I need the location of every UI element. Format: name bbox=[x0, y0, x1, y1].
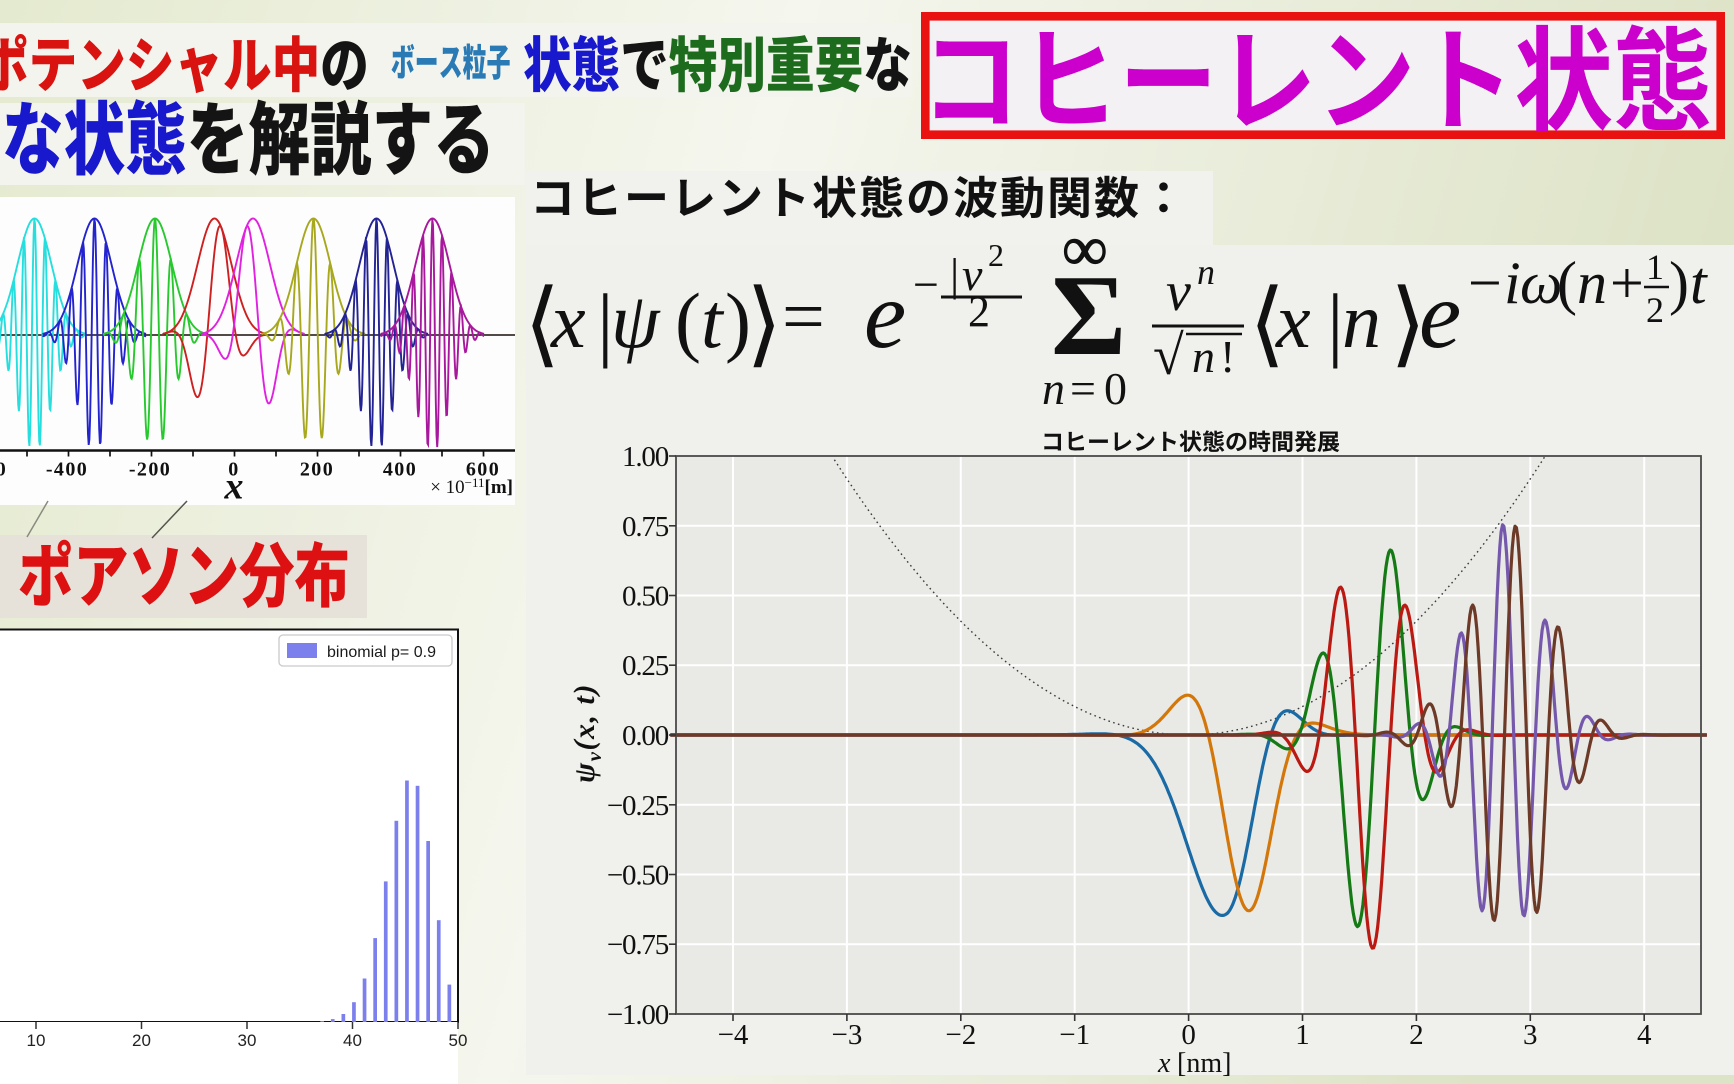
svg-text:⟨: ⟨ bbox=[524, 273, 560, 376]
svg-text:−1: −1 bbox=[1059, 1019, 1090, 1051]
svg-text:30: 30 bbox=[238, 1031, 257, 1050]
svg-text:10: 10 bbox=[27, 1031, 46, 1050]
svg-text:× 10−11[m]: × 10−11[m] bbox=[430, 475, 513, 498]
svg-text:0.00: 0.00 bbox=[622, 720, 669, 752]
svg-text:−: − bbox=[1468, 250, 1502, 316]
svg-text:√: √ bbox=[1153, 325, 1184, 387]
svg-text:−1.00: −1.00 bbox=[607, 999, 669, 1031]
svg-text:0: 0 bbox=[1181, 1019, 1196, 1051]
svg-text:n: n bbox=[1577, 250, 1607, 316]
svg-text:|: | bbox=[597, 277, 614, 369]
svg-text:t: t bbox=[701, 277, 725, 364]
svg-text:1: 1 bbox=[1646, 247, 1664, 287]
svg-text:x: x bbox=[550, 277, 586, 364]
svg-text:): ) bbox=[1669, 250, 1689, 316]
svg-text:-600: -600 bbox=[0, 459, 7, 481]
svg-text:1: 1 bbox=[1295, 1019, 1310, 1051]
svg-text:=: = bbox=[1070, 363, 1096, 414]
svg-text:1.00: 1.00 bbox=[622, 441, 669, 473]
svg-text:+: + bbox=[1610, 250, 1644, 316]
svg-text:ω: ω bbox=[1520, 250, 1562, 316]
svg-text:ψ: ψ bbox=[611, 277, 661, 364]
svg-text:x: x bbox=[1157, 1048, 1171, 1079]
svg-text:i: i bbox=[1504, 250, 1521, 316]
svg-text:|: | bbox=[1327, 277, 1344, 369]
svg-text:ψv(x, t): ψv(x, t) bbox=[568, 683, 606, 783]
svg-text:−: − bbox=[913, 259, 939, 310]
svg-text:−2: −2 bbox=[945, 1019, 976, 1051]
svg-text:2: 2 bbox=[968, 287, 990, 336]
svg-text:0.50: 0.50 bbox=[622, 581, 669, 613]
svg-text:2: 2 bbox=[988, 237, 1004, 273]
svg-text:(: ( bbox=[675, 277, 701, 364]
svg-text:−0.25: −0.25 bbox=[607, 790, 669, 822]
svg-text:50: 50 bbox=[449, 1031, 468, 1050]
svg-text:(: ( bbox=[1557, 250, 1577, 316]
svg-text:200: 200 bbox=[300, 459, 334, 481]
svg-text:−0.75: −0.75 bbox=[607, 929, 669, 961]
svg-text:t: t bbox=[1690, 250, 1708, 316]
svg-text:0: 0 bbox=[1104, 363, 1127, 414]
svg-text:e: e bbox=[1419, 262, 1461, 368]
svg-text:40: 40 bbox=[343, 1031, 362, 1050]
svg-text:[nm]: [nm] bbox=[1177, 1048, 1231, 1079]
svg-text:0.75: 0.75 bbox=[622, 511, 669, 543]
svg-text:n: n bbox=[1197, 252, 1215, 292]
svg-text:2: 2 bbox=[1409, 1019, 1424, 1051]
svg-text:x: x bbox=[224, 466, 244, 508]
svg-text:v: v bbox=[962, 249, 983, 300]
svg-text:): ) bbox=[725, 277, 751, 364]
svg-text:n: n bbox=[1192, 331, 1215, 382]
svg-text:2: 2 bbox=[1646, 290, 1664, 330]
svg-text:e: e bbox=[864, 262, 906, 368]
svg-text:−4: −4 bbox=[718, 1019, 749, 1051]
svg-text:0: 0 bbox=[228, 459, 239, 481]
svg-text:400: 400 bbox=[383, 459, 417, 481]
svg-text:−3: −3 bbox=[831, 1019, 862, 1051]
svg-text:3: 3 bbox=[1523, 1019, 1538, 1051]
svg-text:600: 600 bbox=[466, 459, 500, 481]
svg-text:-200: -200 bbox=[129, 459, 171, 481]
svg-text:4: 4 bbox=[1637, 1019, 1652, 1051]
svg-text:binomial p= 0.9: binomial p= 0.9 bbox=[327, 644, 436, 661]
svg-text:!: ! bbox=[1220, 331, 1235, 382]
svg-text:⟩: ⟩ bbox=[746, 273, 782, 376]
svg-text:x: x bbox=[1275, 277, 1311, 364]
svg-text:0.25: 0.25 bbox=[622, 650, 669, 682]
svg-text:-400: -400 bbox=[46, 459, 88, 481]
svg-text:Σ: Σ bbox=[1051, 252, 1126, 379]
svg-text:|: | bbox=[950, 249, 959, 300]
svg-text:−0.50: −0.50 bbox=[607, 860, 669, 892]
svg-text:⟩: ⟩ bbox=[1390, 273, 1426, 376]
svg-text:n: n bbox=[1042, 363, 1065, 414]
svg-text:⟨: ⟨ bbox=[1249, 273, 1285, 376]
svg-text:n: n bbox=[1342, 277, 1381, 364]
svg-text:=: = bbox=[782, 275, 825, 359]
svg-text:v: v bbox=[1166, 261, 1191, 323]
svg-text:∞: ∞ bbox=[1062, 213, 1108, 284]
svg-text:20: 20 bbox=[132, 1031, 151, 1050]
